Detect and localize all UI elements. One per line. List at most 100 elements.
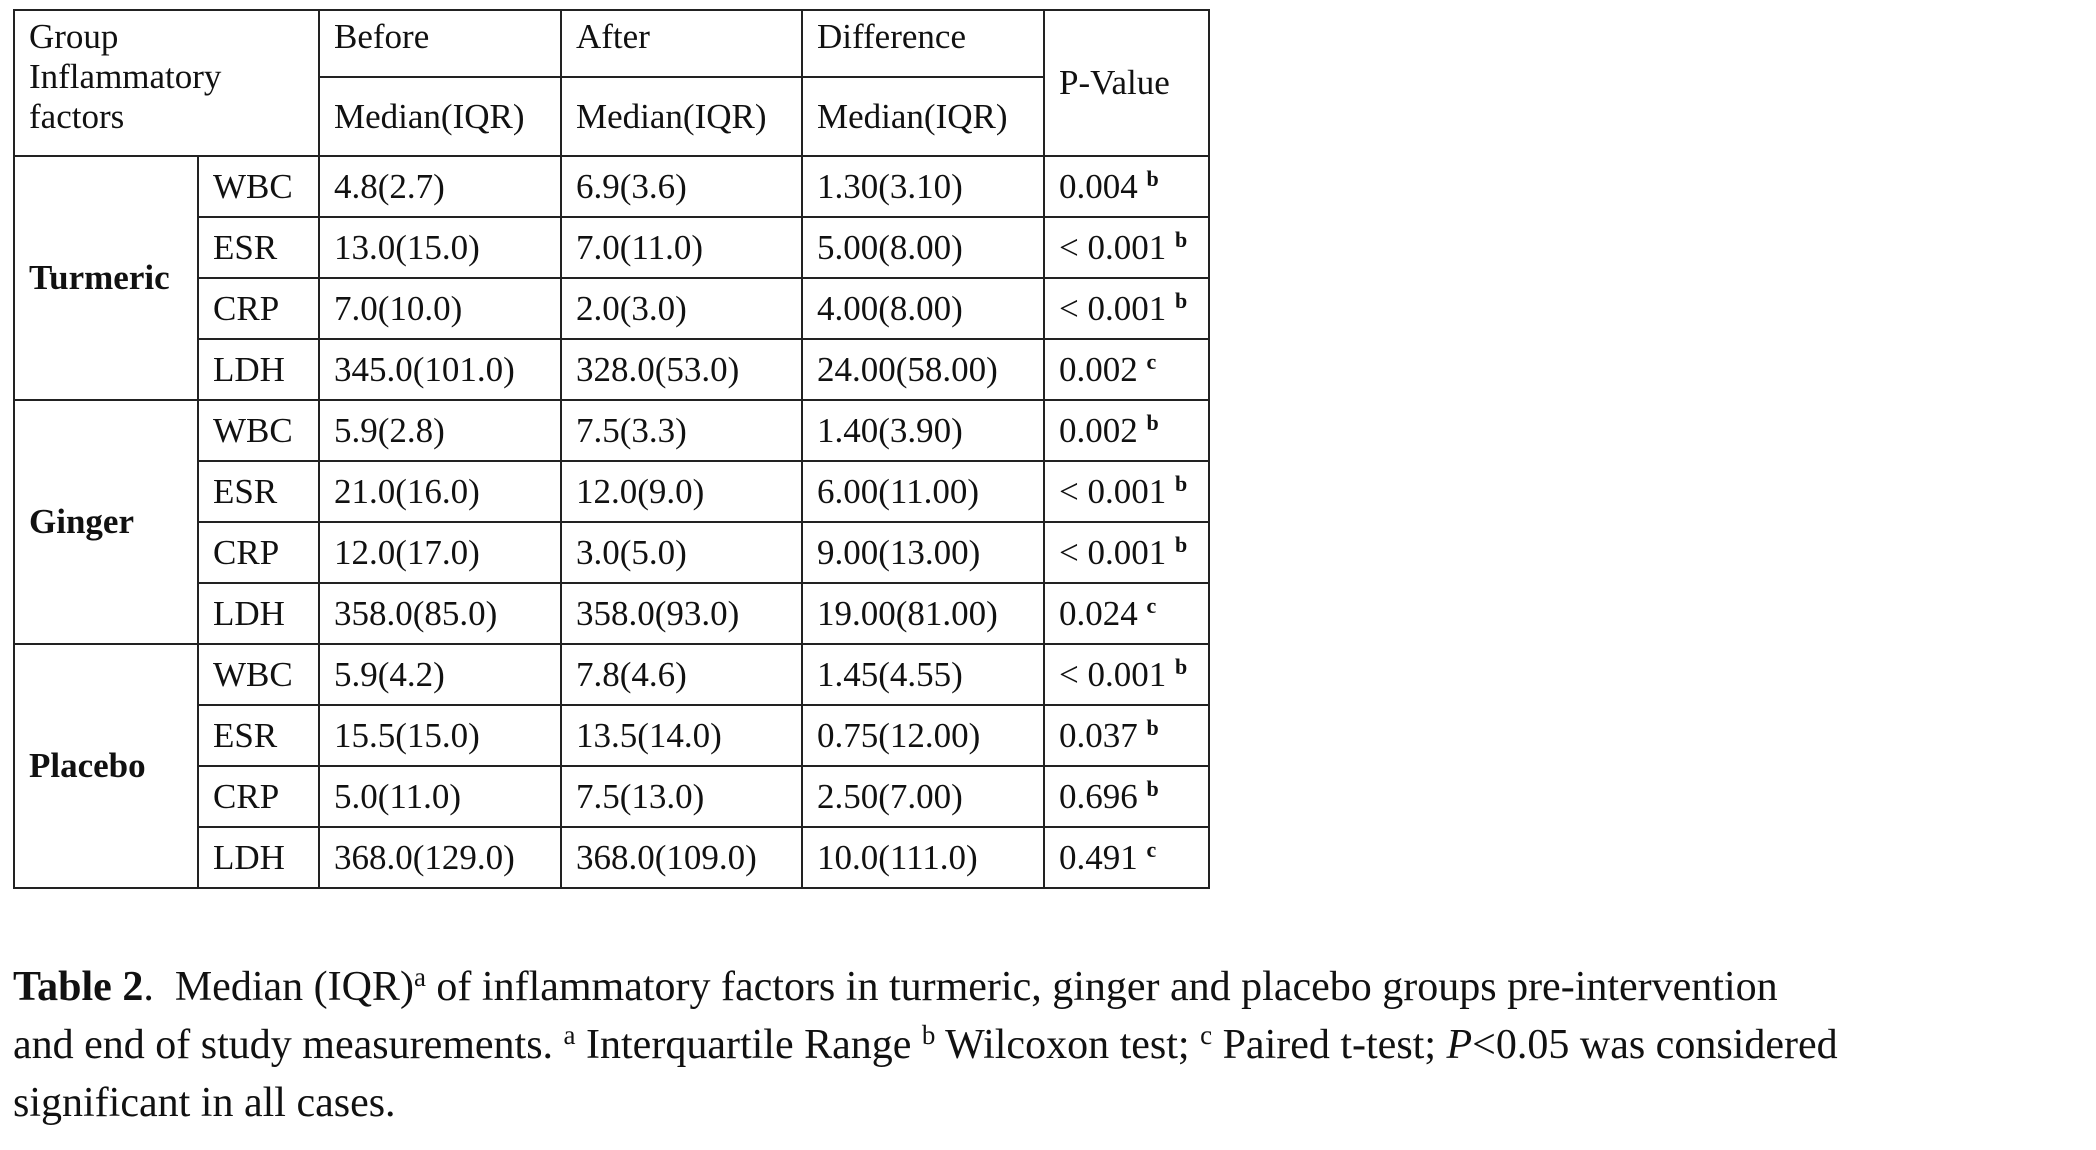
value-cell: 7.0(11.0) [560, 216, 803, 279]
p-value: < 0.001 [1059, 654, 1167, 694]
header-row: Median(IQR) Median(IQR) Median(IQR) [14, 76, 1209, 157]
value-cell: 5.0(11.0) [318, 765, 562, 828]
p-value: < 0.001 [1059, 288, 1167, 328]
group-name: Placebo [13, 643, 199, 889]
footnote-mark: b [1146, 409, 1159, 435]
value-cell: 5.9(4.2) [318, 643, 562, 706]
factor: WBC [197, 643, 320, 706]
value-cell: 4.8(2.7) [318, 155, 562, 218]
caption-text: <0.05 was considered [1472, 1022, 1838, 1068]
p-value: 0.024 [1059, 593, 1138, 633]
value-cell: 19.00(81.00) [801, 582, 1045, 645]
value-cell: 345.0(101.0) [318, 338, 562, 401]
caption-line: significant in all cases. [13, 1074, 1838, 1132]
caption-text: Paired t-test; [1212, 1022, 1447, 1068]
factor: CRP [197, 765, 320, 828]
caption-text: Wilcoxon test; [935, 1022, 1201, 1068]
footnote-mark: b [1175, 531, 1188, 557]
value-cell: 7.5(3.3) [560, 399, 803, 462]
value-cell: 0.75(12.00) [801, 704, 1045, 767]
caption-text: . Median (IQR) [143, 964, 414, 1010]
header-row: Group Inflammatory factors Before After … [13, 8, 1210, 157]
p-value: < 0.001 [1059, 227, 1167, 267]
p-value: < 0.001 [1059, 532, 1167, 572]
p-value-cell: < 0.001 b [1043, 277, 1210, 340]
column-header: P-Value [1043, 9, 1210, 157]
group-name: Turmeric [13, 155, 199, 401]
value-cell: 7.8(4.6) [560, 643, 803, 706]
value-cell: 12.0(17.0) [318, 521, 562, 584]
value-cell: 2.0(3.0) [560, 277, 803, 340]
table-row: Ginger WBC 5.9(2.8) 7.5(3.3) 1.40(3.90) 0.002… [13, 399, 1210, 645]
p-value-cell: < 0.001 b [1043, 460, 1210, 523]
factor: LDH [197, 582, 320, 645]
caption-text: P [1446, 1022, 1473, 1068]
value-cell: 3.0(5.0) [560, 521, 803, 584]
caption-text: c [1200, 1020, 1213, 1050]
factor: ESR [197, 216, 320, 279]
p-value: 0.004 [1059, 166, 1138, 206]
table-body: Turmeric WBC 4.8(2.7) 6.9(3.6) 1.30(3.10) 0.0… [13, 155, 1210, 889]
footnote-mark: b [1146, 714, 1159, 740]
value-cell: 1.30(3.10) [801, 155, 1045, 218]
footnote-mark: b [1175, 470, 1188, 496]
p-value-cell: 0.002 c [1043, 338, 1210, 401]
table-row: CRP 12.0(17.0) 3.0(5.0) 9.00(13.00) < 0.001 … [14, 521, 1210, 584]
value-cell: 328.0(53.0) [560, 338, 803, 401]
p-value-cell: < 0.001 b [1043, 521, 1210, 584]
value-cell: 10.0(111.0) [801, 826, 1045, 889]
value-cell: 2.50(7.00) [801, 765, 1045, 828]
table-row: LDH 345.0(101.0) 328.0(53.0) 24.00(58.00) 0.… [14, 338, 1210, 401]
value-cell: 7.5(13.0) [560, 765, 803, 828]
p-value: 0.491 [1059, 837, 1138, 877]
p-value: 0.002 [1059, 410, 1138, 450]
value-cell: 15.5(15.0) [318, 704, 562, 767]
footnote-mark: b [1146, 165, 1159, 191]
p-value-cell: 0.491 c [1043, 826, 1210, 889]
caption-text: a [413, 962, 426, 992]
value-cell: 358.0(93.0) [560, 582, 803, 645]
caption-line: and end of study measurements. a Interqu… [13, 1016, 1838, 1074]
caption-text: and end of study measurements. [13, 1022, 564, 1068]
caption-text: Table 2 [13, 964, 144, 1010]
value-cell: 5.9(2.8) [318, 399, 562, 462]
factor: CRP [197, 521, 320, 584]
value-cell: 368.0(129.0) [318, 826, 562, 889]
column-header: Difference [801, 8, 1045, 79]
table-row: CRP 7.0(10.0) 2.0(3.0) 4.00(8.00) < 0.001 b [14, 277, 1210, 340]
table-row: CRP 5.0(11.0) 7.5(13.0) 2.50(7.00) 0.696 b [14, 765, 1210, 828]
factor: CRP [197, 277, 320, 340]
factor: LDH [197, 338, 320, 401]
value-cell: 13.0(15.0) [318, 216, 562, 279]
caption-text: of inflammatory factors in turmeric, gin… [425, 964, 1778, 1010]
p-value: 0.696 [1059, 776, 1138, 816]
value-cell: 6.00(11.00) [801, 460, 1045, 523]
value-cell: 7.0(10.0) [318, 277, 562, 340]
caption: Table 2. Median (IQR)a of inflammatory f… [13, 958, 1838, 1132]
p-value: 0.037 [1059, 715, 1138, 755]
caption-text: a [563, 1020, 576, 1050]
column-header: Before [318, 8, 562, 79]
footnote-mark: c [1146, 836, 1157, 862]
value-cell: 358.0(85.0) [318, 582, 562, 645]
table-row: Placebo WBC 5.9(4.2) 7.8(4.6) 1.45(4.55) < 0.… [13, 643, 1210, 889]
footnote-mark: b [1175, 653, 1188, 679]
value-cell: 6.9(3.6) [560, 155, 803, 218]
table-row: Turmeric WBC 4.8(2.7) 6.9(3.6) 1.30(3.10) 0.0… [13, 155, 1210, 401]
factor: ESR [197, 704, 320, 767]
value-cell: 9.00(13.00) [801, 521, 1045, 584]
factor: LDH [197, 826, 320, 889]
footnote-mark: c [1146, 592, 1157, 618]
table-header: Group Inflammatory factors Before After … [13, 8, 1210, 157]
value-cell: 12.0(9.0) [560, 460, 803, 523]
p-value: 0.002 [1059, 349, 1138, 389]
results-table: Group Inflammatory factors Before After … [13, 8, 1210, 889]
table-row: ESR 21.0(16.0) 12.0(9.0) 6.00(11.00) < 0.001… [14, 460, 1210, 523]
table-row: LDH 358.0(85.0) 358.0(93.0) 19.00(81.00) 0.0… [14, 582, 1210, 645]
table-row: ESR 15.5(15.0) 13.5(14.0) 0.75(12.00) 0.037 … [14, 704, 1210, 767]
footnote-mark: c [1146, 348, 1157, 374]
value-cell: 13.5(14.0) [560, 704, 803, 767]
caption-text: b [921, 1020, 936, 1050]
value-cell: 21.0(16.0) [318, 460, 562, 523]
